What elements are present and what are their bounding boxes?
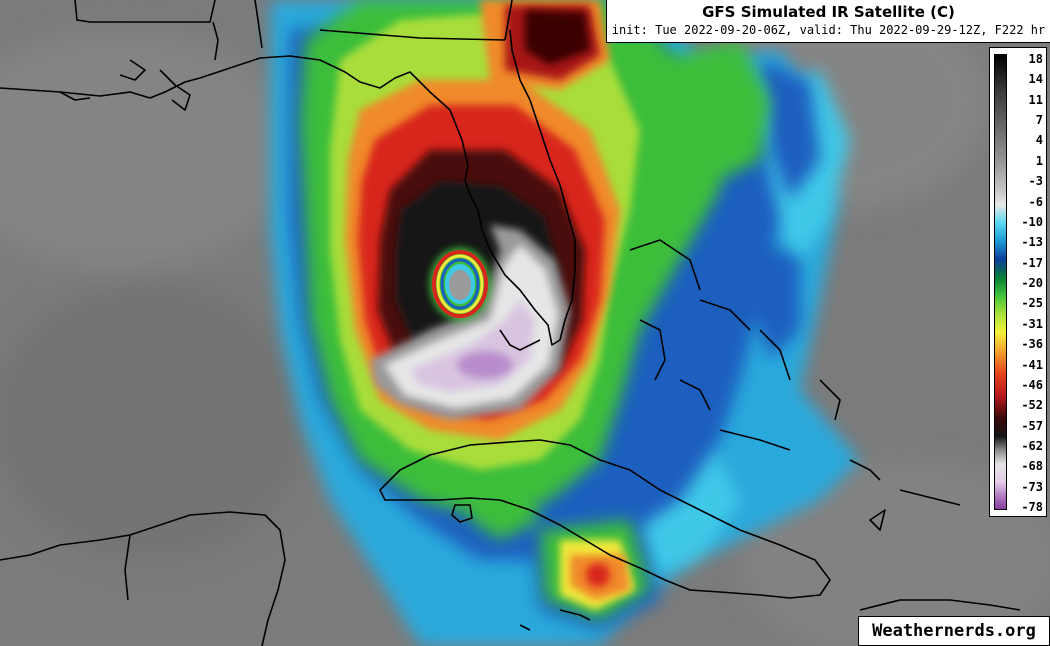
product-title: GFS Simulated IR Satellite (C) [702,3,955,21]
color-scale-legend: 18 14 11 7 4 1 -3 -6 -10 -13 -17 -20 -25 -31 -36 -41 -46… [989,47,1047,517]
legend-label: -13 [1021,235,1043,250]
legend-label: -52 [1021,398,1043,413]
legend-label: -25 [1021,296,1043,311]
legend-label: -17 [1021,255,1043,270]
legend-label: -57 [1021,418,1043,433]
legend-label: -62 [1021,439,1043,454]
legend-label: -6 [1028,194,1043,209]
init-valid-time: init: Tue 2022-09-20-06Z, valid: Thu 202… [611,23,1046,37]
hurricane-eye [430,248,490,320]
legend-label: 14 [1028,72,1043,87]
legend-label: 1 [1035,153,1043,168]
legend-label: 4 [1035,133,1043,148]
legend-label: 11 [1028,92,1043,107]
coastlines [0,0,1021,646]
legend-label: -73 [1021,479,1043,494]
legend-label: -3 [1028,174,1043,189]
legend-label: 18 [1028,52,1043,66]
credit-watermark: Weathernerds.org [858,616,1050,646]
legend-labels: 18 14 11 7 4 1 -3 -6 -10 -13 -17 -20 -25 -31 -36 -41 -46… [1010,52,1046,515]
legend-label: -31 [1021,316,1043,331]
color-scale-bar [994,54,1007,510]
legend-label: -20 [1021,276,1043,291]
cold-cloud-top [370,225,570,420]
legend-label: -78 [1021,500,1043,515]
legend-label: -41 [1021,357,1043,372]
legend-label: -68 [1021,459,1043,474]
legend-label: 7 [1035,113,1043,128]
legend-label: -36 [1021,337,1043,352]
title-box: GFS Simulated IR Satellite (C) init: Tue… [606,0,1050,43]
legend-label: -46 [1021,377,1043,392]
legend-label: -10 [1021,214,1043,229]
